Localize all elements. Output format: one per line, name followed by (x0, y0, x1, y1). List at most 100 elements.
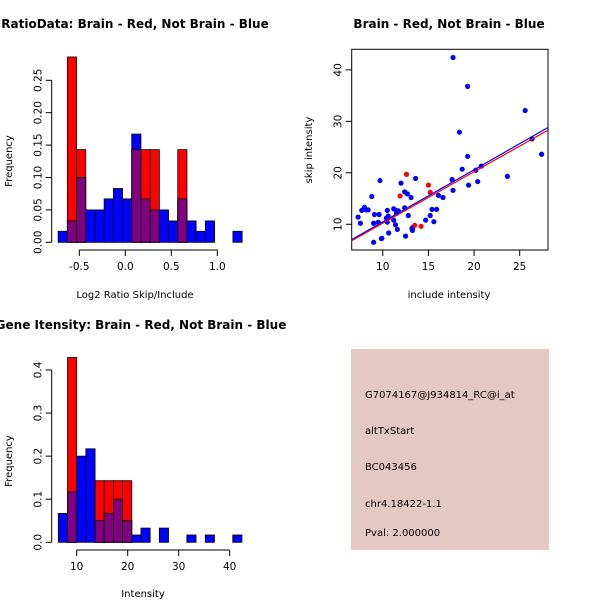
y-tick-label: 0.25 (33, 69, 45, 92)
histogram-bar-not-brain (204, 220, 215, 243)
x-tick-label: 1.0 (209, 261, 226, 273)
histogram-bar-not-brain (186, 220, 197, 243)
scatter-point-not-brain (434, 206, 440, 212)
scatter-point-not-brain (465, 83, 471, 89)
histogram-bar-not-brain (57, 230, 68, 243)
intensity-histogram-ylabel: Frequency (4, 435, 15, 487)
scatter-point-not-brain (404, 191, 410, 197)
scatter-point-not-brain (435, 192, 442, 199)
y-tick-label: 0.15 (33, 133, 45, 156)
scatter-point-brain (412, 222, 418, 228)
scatter-point-brain (397, 193, 403, 199)
scatter-point-brain (425, 182, 431, 188)
scatter-point-not-brain (413, 175, 419, 182)
y-tick-label: 0.20 (33, 101, 45, 124)
event-type-text: altTxStart (365, 426, 414, 437)
scatter-point-not-brain (539, 151, 545, 157)
histogram-bar-overlap (113, 498, 123, 543)
fit-line-brain (351, 129, 549, 242)
histogram-bar-overlap (76, 177, 87, 243)
x-tick-label: 0.0 (117, 261, 134, 273)
histogram-bar-overlap (94, 520, 105, 543)
scatter-point-not-brain (475, 178, 481, 185)
scatter-point-not-brain (402, 233, 409, 239)
y-tick-label: 0.1 (33, 491, 45, 508)
scatter-panel: Brain - Red, Not Brain - Blue include in… (304, 17, 549, 301)
histogram-bar-not-brain (112, 188, 123, 243)
histogram-bar-not-brain (122, 198, 133, 243)
x-tick-label: 20 (467, 261, 480, 273)
histogram-bar-not-brain (131, 534, 142, 543)
accession-text: BC043456 (365, 462, 417, 473)
histogram-bar-not-brain (85, 448, 96, 543)
histogram-bar-not-brain (85, 209, 96, 243)
scatter-point-not-brain (504, 173, 510, 180)
scatter-point-not-brain (394, 226, 400, 233)
scatter-point-not-brain (450, 187, 456, 193)
histogram-bar-overlap (103, 513, 114, 543)
ratio-histogram-ylabel: Frequency (4, 135, 15, 187)
scatter-point-not-brain (408, 194, 414, 201)
scatter-point-not-brain (522, 107, 528, 114)
histogram-bar-not-brain (168, 220, 179, 243)
scatter-point-not-brain (355, 214, 361, 220)
scatter-point-not-brain (431, 219, 437, 225)
scatter-point-not-brain (379, 235, 385, 241)
x-tick-label: 20 (121, 561, 134, 573)
scatter-point-not-brain (357, 220, 363, 226)
scatter-point-not-brain (371, 211, 378, 218)
intensity-histogram-panel: Gene Itensity: Brain - Red, Not Brain - … (0, 318, 286, 600)
scatter-point-not-brain (398, 180, 404, 186)
y-tick-label: 0.3 (33, 405, 45, 422)
histogram-bar-overlap (66, 220, 77, 243)
histogram-bar-not-brain (204, 534, 215, 543)
x-tick-label: 0.5 (163, 261, 180, 273)
x-tick-label: 30 (172, 561, 185, 573)
scatter-xlabel: include intensity (408, 290, 491, 301)
scatter-point-not-brain (440, 194, 446, 201)
histogram-bar-not-brain (232, 534, 243, 543)
y-tick-label: 0.10 (33, 166, 45, 189)
scatter-title: Brain - Red, Not Brain - Blue (353, 17, 544, 31)
x-tick-label: 40 (223, 561, 236, 573)
probe-id-text: G7074167@J934814_RC@i_at (365, 390, 515, 401)
scatter-point-not-brain (365, 207, 371, 213)
y-tick-label: 0.2 (33, 448, 45, 465)
scatter-point-not-brain (459, 166, 465, 172)
histogram-bar-overlap (131, 149, 142, 243)
scatter-point-not-brain (391, 217, 397, 223)
scatter-point-brain (403, 171, 410, 177)
histogram-bar-not-brain (57, 513, 68, 543)
scatter-point-not-brain (429, 206, 435, 212)
scatter-point-not-brain (450, 54, 456, 61)
scatter-point-not-brain (392, 222, 399, 228)
scatter-point-not-brain (465, 182, 472, 188)
fit-line-not-brain (351, 126, 549, 241)
y-tick-label: 0.4 (33, 361, 45, 378)
histogram-bar-overlap (67, 491, 78, 543)
scatter-point-not-brain (371, 239, 377, 245)
scatter-point-not-brain (385, 213, 391, 219)
histogram-bar-brain (66, 56, 77, 243)
ratio-histogram-panel: RatioData: Brain - Red, Not Brain - Blue… (1, 17, 268, 301)
histogram-bar-not-brain (103, 198, 114, 243)
scatter-point-not-brain (384, 207, 390, 213)
scatter-point-not-brain (423, 217, 429, 223)
scatter-point-not-brain (369, 193, 375, 200)
y-tick-label: 30 (333, 115, 345, 128)
scatter-point-not-brain (405, 212, 411, 219)
y-tick-label: 0.05 (33, 198, 45, 221)
info-panel: G7074167@J934814_RC@i_at altTxStart BC04… (351, 349, 549, 550)
scatter-point-not-brain (465, 153, 471, 159)
pval-text: Pval: 2.000000 (365, 528, 440, 539)
histogram-bar-not-brain (158, 527, 169, 543)
x-tick-label: 10 (70, 561, 83, 573)
intensity-histogram-title: Gene Itensity: Brain - Red, Not Brain - … (0, 318, 286, 332)
histogram-bar-overlap (140, 198, 151, 243)
x-tick-label: 15 (422, 261, 435, 273)
ratio-histogram-xlabel: Log2 Ratio Skip/Include (76, 290, 193, 301)
y-tick-label: 20 (333, 166, 345, 179)
x-tick-label: 10 (376, 261, 389, 273)
y-tick-label: 0.00 (33, 231, 45, 254)
